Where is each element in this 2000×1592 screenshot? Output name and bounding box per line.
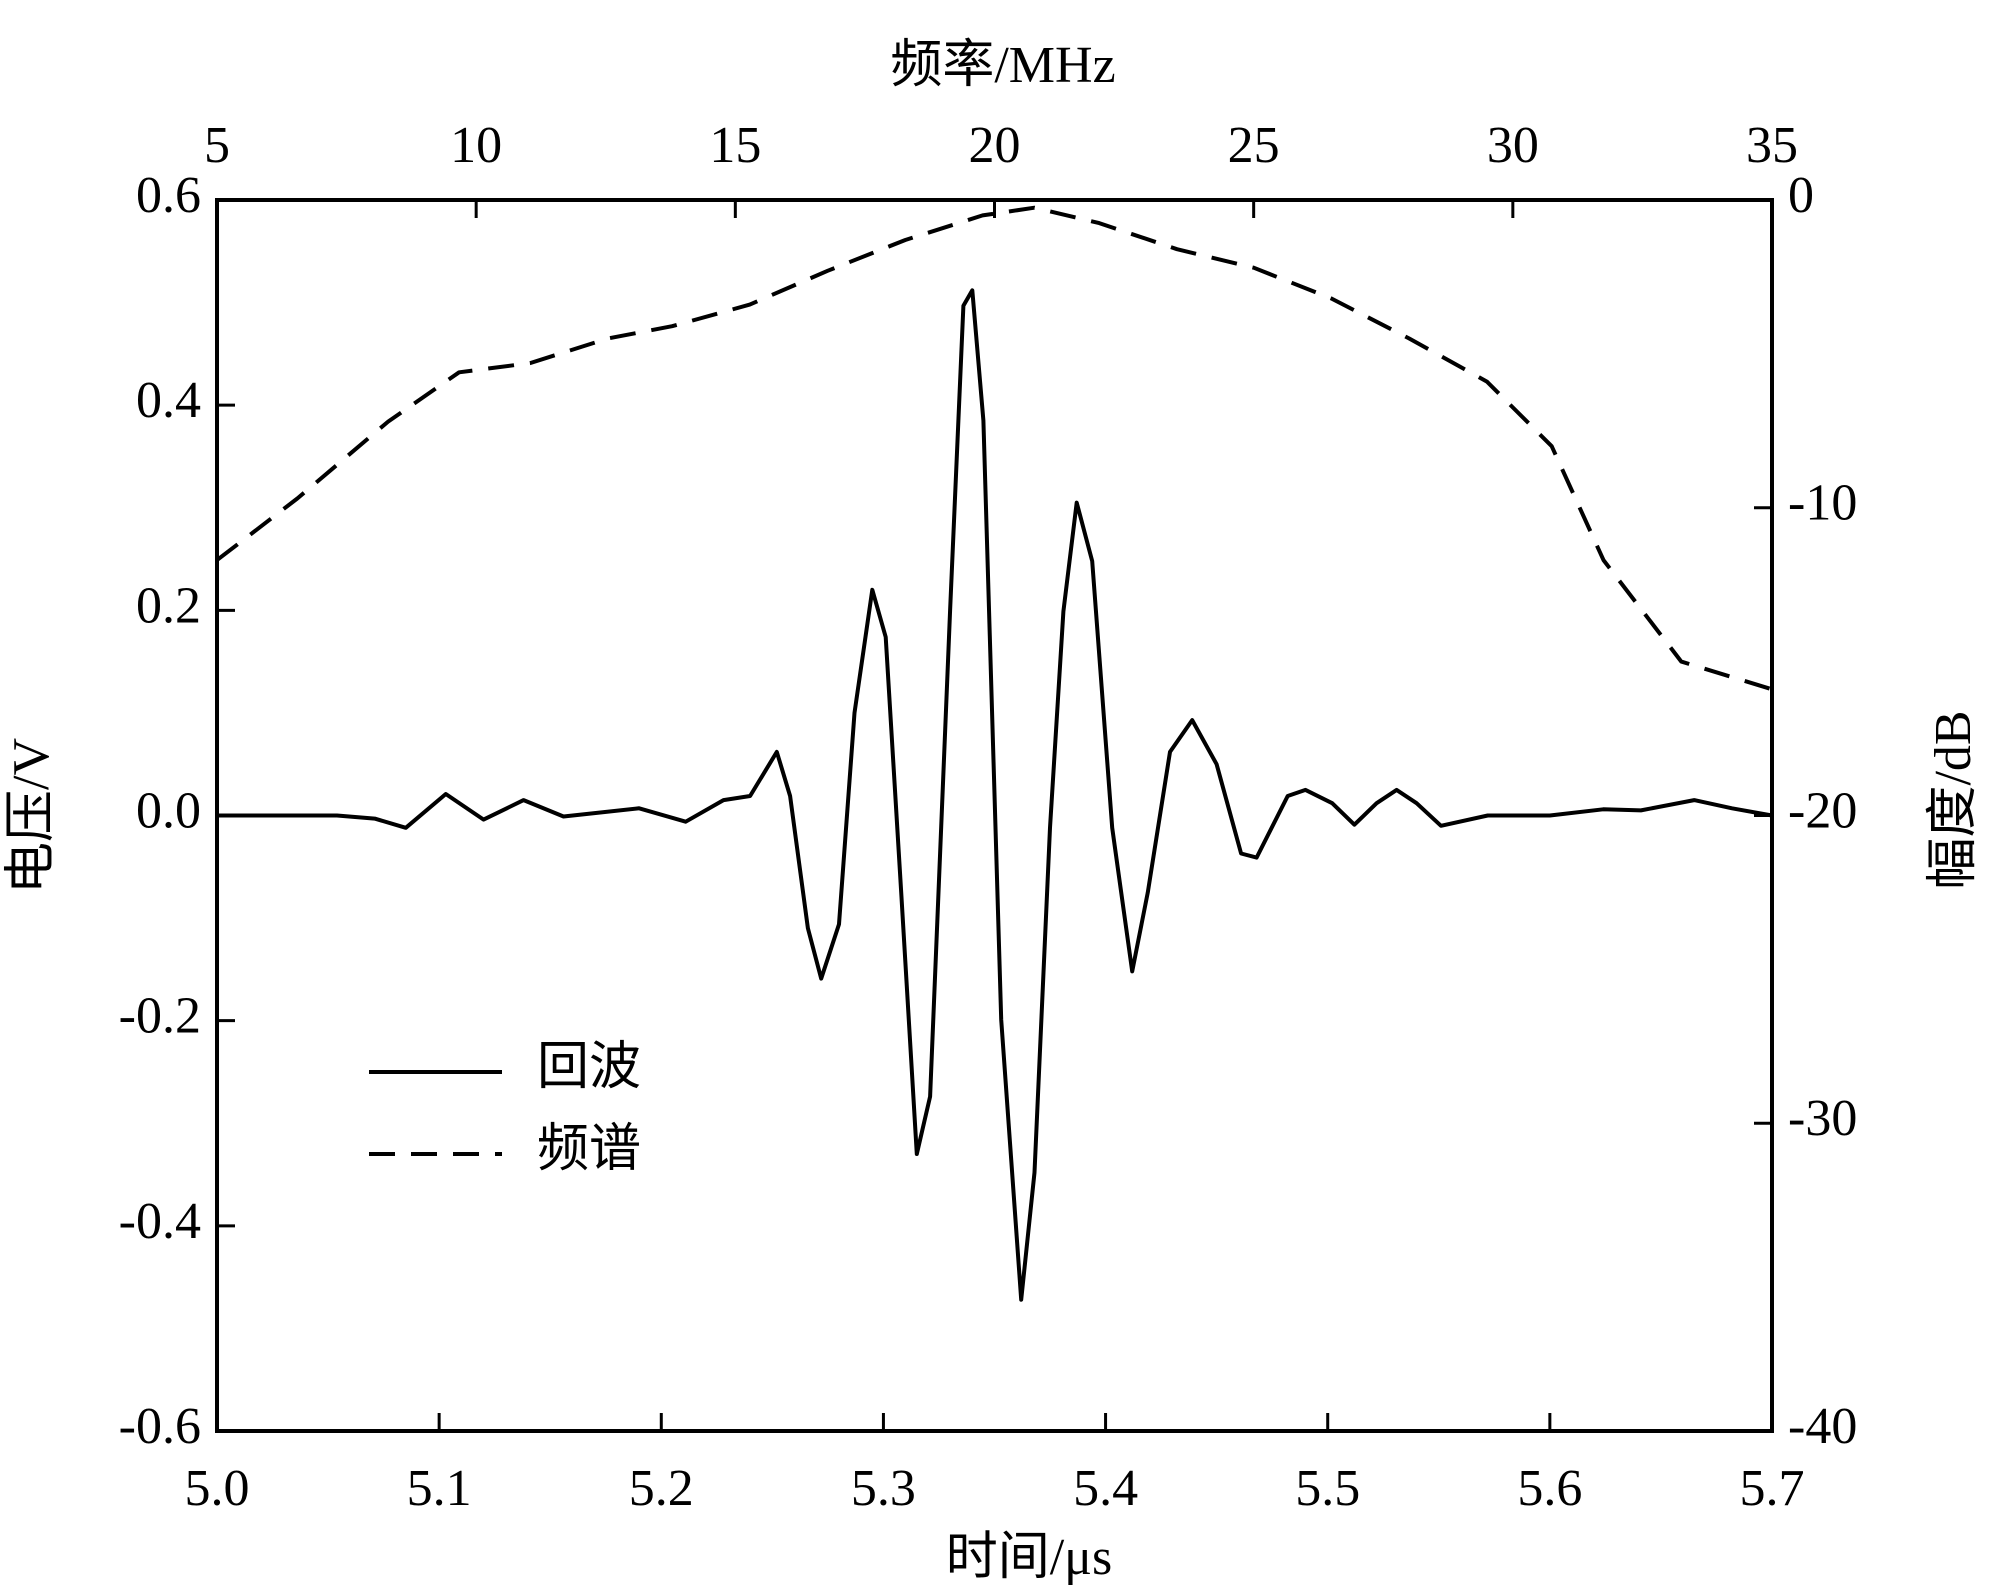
y2-tick-label: -40	[1788, 1398, 1857, 1455]
x2-tick-label: 10	[450, 117, 502, 174]
y-axis-label: 电压/V	[3, 738, 60, 894]
y2-tick-label: -30	[1788, 1090, 1857, 1147]
y-tick-label: 0.2	[136, 577, 201, 634]
x-tick-label: 5.4	[1073, 1460, 1138, 1517]
x2-tick-label: 25	[1228, 117, 1280, 174]
y-tick-label: -0.6	[119, 1398, 201, 1455]
x2-tick-label: 30	[1487, 117, 1539, 174]
y-tick-label: 0.4	[136, 372, 201, 429]
y2-tick-label: -20	[1788, 782, 1857, 839]
x-tick-label: 5.2	[629, 1460, 694, 1517]
x-tick-label: 5.1	[407, 1460, 472, 1517]
y-tick-label: -0.4	[119, 1193, 201, 1250]
y2-tick-label: -10	[1788, 475, 1857, 532]
x-tick-label: 5.7	[1740, 1460, 1805, 1517]
y-tick-label: 0.6	[136, 167, 201, 224]
x-axis-label: 时间/μs	[946, 1529, 1113, 1586]
x2-tick-label: 35	[1746, 117, 1798, 174]
x-tick-label: 5.5	[1295, 1460, 1360, 1517]
x-tick-label: 5.3	[851, 1460, 916, 1517]
plot-frame	[215, 198, 1774, 1433]
series-line	[217, 288, 1773, 1302]
y-tick-label: 0.0	[136, 782, 201, 839]
y2-tick-label: 0	[1788, 167, 1814, 224]
y-tick-label: -0.2	[119, 988, 201, 1045]
series-line	[215, 205, 1773, 692]
x-tick-label: 5.6	[1517, 1460, 1582, 1517]
x2-axis-label: 频率/MHz	[890, 37, 1115, 94]
y2-axis-label: 幅度/dB	[1925, 710, 1982, 889]
legend-label: 回波	[537, 1039, 641, 1096]
x2-tick-label: 5	[204, 117, 230, 174]
legend-label: 频谱	[537, 1121, 641, 1178]
x2-tick-label: 15	[709, 117, 761, 174]
x2-tick-label: 20	[969, 117, 1021, 174]
x-tick-label: 5.0	[185, 1460, 250, 1517]
